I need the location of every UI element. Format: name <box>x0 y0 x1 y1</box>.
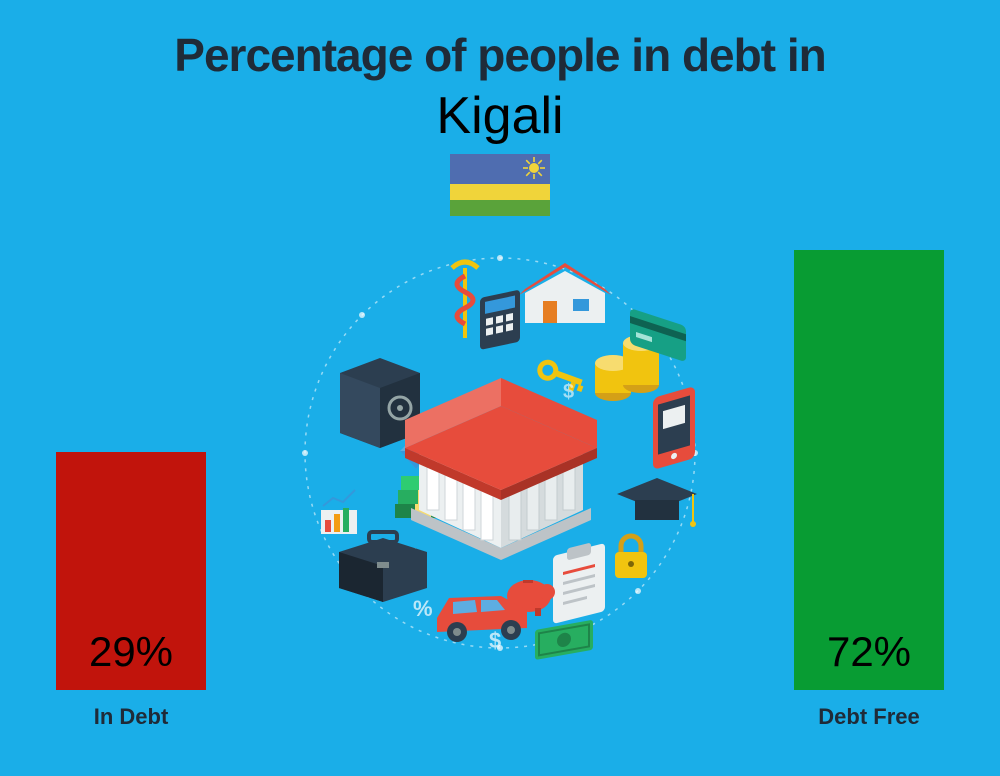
flag-stripe-bot <box>450 200 550 216</box>
calculator-icon <box>480 289 520 350</box>
flag-sun-icon <box>523 157 545 179</box>
dollar-sign-icon: $ <box>489 628 501 653</box>
flag-stripe-mid <box>450 184 550 200</box>
bar-debt-free: 72% Debt Free <box>794 250 944 690</box>
bar-debt-free-label: Debt Free <box>818 704 919 730</box>
title-line2: Kigali <box>0 86 1000 146</box>
finance-illustration: % % $ $ <box>285 238 715 668</box>
bar-in-debt-value: 29% <box>56 628 206 676</box>
flag-icon <box>450 154 550 216</box>
clipboard-icon <box>553 539 605 624</box>
caduceus-icon <box>452 262 478 338</box>
bar-debt-free-rect <box>794 250 944 690</box>
title-line1: Percentage of people in debt in <box>0 28 1000 82</box>
bar-in-debt: 29% In Debt <box>56 452 206 690</box>
bar-chart-icon <box>321 490 357 534</box>
graduation-cap-icon <box>617 478 697 527</box>
small-house-icon <box>519 263 611 323</box>
car-icon <box>437 596 527 642</box>
bar-in-debt-label: In Debt <box>94 704 169 730</box>
banknote-icon <box>535 620 593 660</box>
bank-building-icon <box>405 378 597 560</box>
bar-debt-free-value: 72% <box>794 628 944 676</box>
key-icon <box>537 360 588 394</box>
percent-sign-icon: % <box>413 596 433 621</box>
padlock-icon <box>615 536 647 578</box>
dollar-sign-icon: $ <box>563 381 574 403</box>
smartphone-icon <box>653 386 695 470</box>
